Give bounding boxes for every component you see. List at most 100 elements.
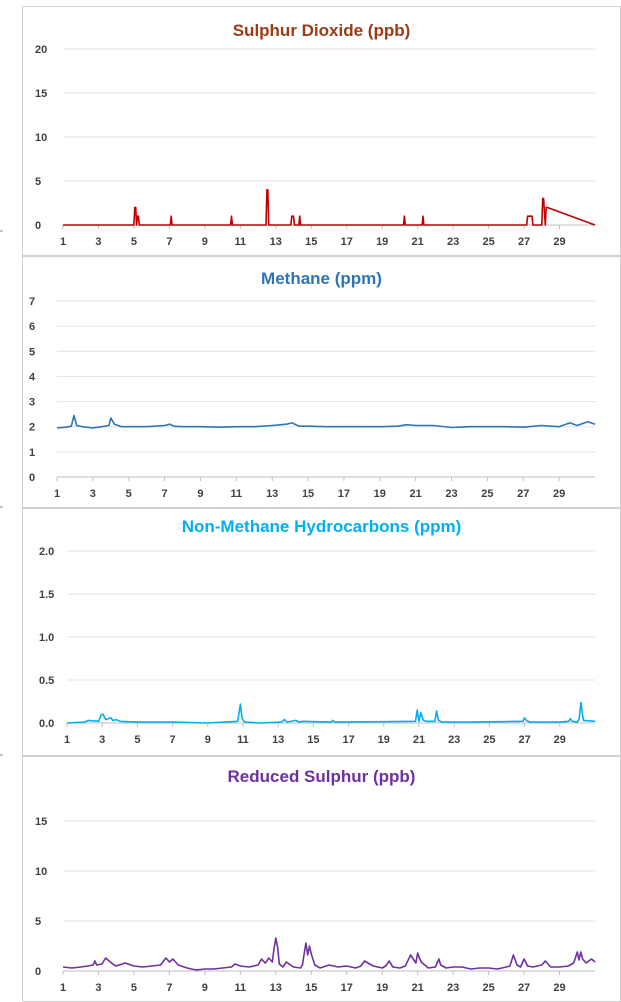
x-tick-label: 11 [231,488,243,500]
x-tick-label: 21 [410,488,422,500]
x-tick-label: 25 [481,488,493,500]
x-tick-label: 7 [170,734,176,746]
x-tick-label: 27 [518,236,530,248]
x-tick-label: 21 [412,982,424,994]
left-edge-line [0,754,3,756]
series-line [56,414,596,429]
x-tick-label: 29 [553,488,565,500]
x-tick-label: 19 [376,982,388,994]
x-tick-label: 27 [518,982,530,994]
y-tick-label: 15 [35,816,47,828]
x-tick-label: 19 [376,236,388,248]
x-tick-label: 7 [162,488,168,500]
y-tick-label: 4 [29,371,36,383]
x-tick-label: 23 [445,488,457,500]
x-tick-label: 15 [302,488,314,500]
chart-panel-reduced-sulphur: Reduced Sulphur (ppb) 0 5 10 15 1 3 5 7 9 11 13 15 1… [22,756,621,1002]
chart-svg: 0.00.51.01.52.01 3 5 7 9 11 13 15 17 19 21 23 25 27 29 [39,546,596,746]
x-tick-label: 1 [54,488,60,500]
chart-panel-sulphur-dioxide: Sulphur Dioxide (ppb) 0 5 10 15 20 1 3 5 7 9 11 13 1… [22,6,621,256]
x-tick-label: 15 [307,734,319,746]
y-tick-label: 10 [35,866,47,878]
chart-title: Sulphur Dioxide (ppb) [232,21,411,40]
x-tick-label: 17 [338,488,350,500]
x-tick-label: 11 [235,236,247,248]
y-tick-label: 7 [29,296,35,308]
y-tick-label: 10 [35,132,47,144]
x-tick-label: 7 [166,982,172,994]
x-tick-label: 9 [197,488,203,500]
x-tick-label: 25 [482,982,494,994]
y-tick-label: 1.0 [39,632,54,644]
x-tick-label: 9 [202,982,208,994]
x-tick-label: 15 [305,982,317,994]
y-tick-label: 5 [35,176,41,188]
x-tick-label: 21 [413,734,425,746]
y-tick-label: 0 [35,966,41,978]
x-tick-label: 11 [235,982,247,994]
x-tick-label: 9 [205,734,211,746]
y-tick-label: 1.5 [39,589,54,601]
x-tick-label: 13 [272,734,284,746]
x-tick-label: 3 [99,734,105,746]
x-tick-label: 17 [341,982,353,994]
x-tick-label: 5 [134,734,140,746]
x-tick-label: 3 [95,982,101,994]
x-tick-label: 13 [270,236,282,248]
y-tick-label: 15 [35,88,47,100]
x-tick-label: 5 [131,982,137,994]
x-tick-label: 23 [448,734,460,746]
series-line [62,937,596,971]
chart-panel-methane: Methane (ppm) 0 1 2 3 4 5 6 7 1 3 5 7 9 11 13 15 17 19 21 2… [22,256,621,508]
x-tick-label: 1 [64,734,70,746]
x-tick-label: 21 [412,236,424,248]
x-tick-label: 29 [553,236,565,248]
y-tick-label: 0 [35,220,41,232]
chart-title: Methane (ppm) [261,269,382,288]
left-edge-line [0,230,3,232]
y-tick-label: 0 [29,472,35,484]
x-tick-label: 11 [237,734,249,746]
x-tick-label: 13 [266,488,278,500]
x-tick-label: 27 [517,488,529,500]
y-tick-label: 5 [29,346,35,358]
x-tick-label: 19 [378,734,390,746]
y-tick-label: 2.0 [39,546,54,558]
left-edge-line [0,506,3,508]
x-tick-label: 1 [60,982,66,994]
y-tick-label: 2 [29,422,35,434]
x-tick-label: 3 [95,236,101,248]
x-tick-label: 19 [374,488,386,500]
x-tick-label: 17 [342,734,354,746]
x-tick-label: 29 [553,982,565,994]
series-line [66,701,596,724]
x-tick-label: 7 [166,236,172,248]
x-tick-label: 23 [447,236,459,248]
x-tick-label: 25 [483,734,495,746]
y-tick-label: 0.0 [39,718,54,730]
series-line [63,189,596,226]
chart-title: Non-Methane Hydrocarbons (ppm) [181,517,462,536]
x-tick-label: 17 [341,236,353,248]
x-tick-label: 23 [447,982,459,994]
x-tick-label: 1 [60,236,66,248]
x-tick-label: 27 [518,734,530,746]
x-tick-label: 5 [126,488,132,500]
x-tick-label: 5 [131,236,137,248]
x-tick-label: 29 [554,734,566,746]
x-tick-label: 9 [202,236,208,248]
y-tick-label: 20 [35,44,47,56]
chart-panel-non-methane-hydrocarbons: Non-Methane Hydrocarbons (ppm) 0.0 0.5 1.0… [22,508,621,756]
chart-title: Reduced Sulphur (ppb) [227,767,416,786]
x-tick-label: 3 [90,488,96,500]
y-tick-label: 1 [29,447,35,459]
y-tick-label: 0.5 [39,675,54,687]
x-tick-label: 13 [270,982,282,994]
y-tick-label: 6 [29,321,35,333]
y-tick-label: 5 [35,916,41,928]
x-tick-label: 25 [482,236,494,248]
y-tick-label: 3 [29,397,35,409]
